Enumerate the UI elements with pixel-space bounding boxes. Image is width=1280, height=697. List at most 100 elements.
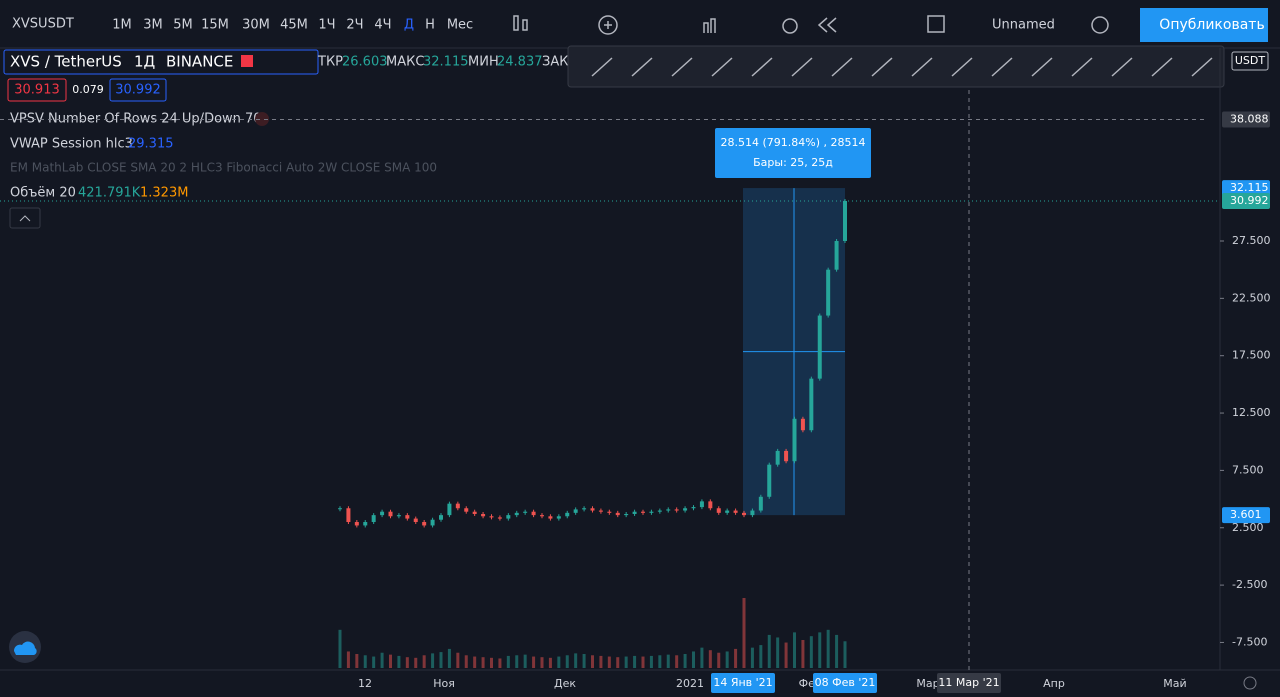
low-label: МИН [468, 55, 499, 70]
time-label: Май [1163, 677, 1186, 690]
interval-button[interactable]: 5М [173, 18, 193, 33]
volume-bar [338, 629, 342, 668]
volume-bar [633, 655, 637, 668]
drawing-tool[interactable] [991, 57, 1013, 77]
volume-bar [607, 656, 611, 668]
volume-bar [793, 632, 796, 668]
candle [598, 510, 603, 512]
candle [363, 522, 368, 526]
candle [565, 512, 570, 517]
price-tick-label: 2.500 [1232, 521, 1264, 534]
volume-bar [431, 653, 435, 668]
price-label-bg [1222, 180, 1270, 197]
price-label-bg [1222, 111, 1270, 128]
publish-button[interactable]: Опубликовать [1159, 17, 1264, 33]
symbol-search[interactable]: XVSUSDT [12, 17, 74, 32]
drawing-tool[interactable] [711, 57, 733, 77]
drawing-toolbar [567, 45, 1225, 88]
interval-button[interactable]: Д [404, 18, 414, 33]
volume-bar [363, 655, 367, 668]
measure-bars: Бары: 25, 25д [753, 156, 833, 169]
candle [725, 510, 730, 513]
error-icon[interactable] [255, 112, 269, 126]
volume-bar [439, 652, 443, 668]
drawing-tool[interactable] [871, 57, 893, 77]
symbol-name[interactable]: XVS / TetherUS [10, 53, 122, 71]
interval-button[interactable]: Мес [447, 18, 473, 33]
time-badge-bg [711, 673, 775, 693]
interval-button[interactable]: 1Ч [318, 18, 335, 33]
candle [758, 496, 763, 511]
spread: 0.079 [72, 83, 104, 96]
drawing-tool[interactable] [671, 57, 693, 77]
drawing-tool[interactable] [911, 57, 933, 77]
price-label: 32.115 [1230, 181, 1269, 194]
drawing-tool[interactable] [1151, 57, 1173, 77]
ask[interactable]: 30.992 [115, 83, 161, 98]
layout-name[interactable]: Unnamed [992, 18, 1055, 33]
drawing-tool[interactable] [791, 57, 813, 77]
toolbar-icons [513, 8, 1268, 42]
interval-button[interactable]: Н [425, 18, 435, 33]
indicator-value: 421.791K [78, 186, 141, 201]
bid[interactable]: 30.913 [14, 83, 60, 98]
drawing-tool[interactable] [1111, 57, 1133, 77]
drawing-tool[interactable] [631, 57, 653, 77]
interval-button[interactable]: 30М [242, 18, 270, 33]
indicator-name[interactable]: Объём 20 [10, 186, 76, 201]
interval-button[interactable]: 15М [201, 18, 229, 33]
symbol-exchange: BINANCE [166, 53, 233, 71]
volume-bar [447, 648, 451, 668]
time-label: Ноя [433, 677, 455, 690]
volume-bar [490, 657, 493, 668]
candle [430, 519, 435, 526]
currency-box [1231, 51, 1269, 71]
close-label: ЗАК [542, 55, 568, 70]
interval-button[interactable]: 3М [143, 18, 163, 33]
candle [809, 378, 814, 431]
volume-bar [540, 657, 544, 668]
settings-icon[interactable] [1243, 676, 1257, 690]
price-tick-label: -2.500 [1232, 578, 1267, 591]
indicator-name[interactable]: EM MathLab CLOSE SMA 20 2 HLC3 Fibonacci… [10, 161, 437, 175]
measure-tooltip [715, 128, 871, 178]
time-label: Апр [1043, 677, 1065, 690]
price-tick-label: 7.500 [1232, 463, 1264, 476]
price-label-bg [1222, 192, 1270, 209]
drawing-tool[interactable] [591, 57, 613, 77]
price-tick-label: -7.500 [1232, 635, 1267, 648]
candle [573, 509, 578, 513]
open-label: ТКР [317, 55, 343, 70]
drawing-tool[interactable] [1031, 57, 1053, 77]
candle [380, 511, 385, 516]
indicator-name[interactable]: VPSV Number Of Rows 24 Up/Down 70 [10, 112, 262, 127]
collapse-button[interactable] [9, 207, 41, 229]
volume-bar [574, 653, 578, 668]
candle [338, 508, 342, 510]
volume-bar [717, 652, 721, 668]
drawing-tool[interactable] [1191, 57, 1213, 77]
volume-bar [346, 651, 350, 668]
candle [742, 512, 746, 516]
interval-button[interactable]: 2Ч [346, 18, 363, 33]
interval-button[interactable]: 45М [280, 18, 308, 33]
candle [733, 510, 738, 513]
interval-button[interactable]: 1М [112, 18, 132, 33]
candle [767, 464, 772, 497]
interval-button[interactable]: 4Ч [374, 18, 391, 33]
indicator-name[interactable]: VWAP Session hlc3 [10, 137, 133, 152]
volume-bar [675, 655, 679, 668]
drawing-tool[interactable] [1071, 57, 1093, 77]
low-value: 24.837 [497, 55, 543, 70]
candle [464, 508, 469, 512]
volume-bar [700, 647, 704, 668]
flag[interactable] [241, 55, 253, 67]
drawing-tool[interactable] [831, 57, 853, 77]
bid-box [7, 78, 67, 102]
drawing-tool[interactable] [751, 57, 773, 77]
time-label: 12 [358, 677, 372, 690]
price-label: 30.992 [1230, 194, 1269, 207]
drawing-tool[interactable] [951, 57, 973, 77]
currency: USDT [1235, 54, 1266, 67]
candle [624, 513, 629, 516]
